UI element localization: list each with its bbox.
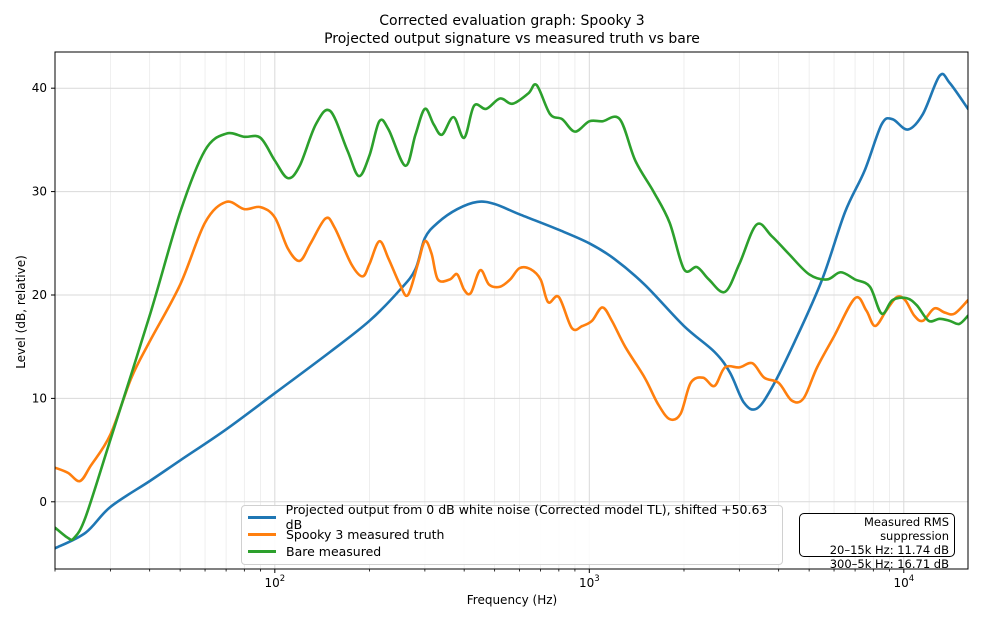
ticks: 102 103 104 0 10 20 30 40: [32, 81, 914, 590]
x-tick-label: 102: [264, 574, 285, 590]
y-tick-label: 40: [32, 81, 47, 95]
legend-label-measured-truth: Spooky 3 measured truth: [286, 526, 445, 542]
rms-annotation: Measured RMS suppression 20–15k Hz: 11.7…: [799, 513, 955, 571]
x-tick-label: 104: [893, 574, 914, 590]
y-tick-label: 0: [39, 495, 47, 509]
legend-label-bare: Bare measured: [286, 543, 382, 559]
legend-label-projected: Projected output from 0 dB white noise (…: [285, 502, 768, 532]
series-layer: [55, 72, 968, 550]
legend-swatch-bare: [248, 549, 276, 553]
rms-annotation-line-1: Measured RMS suppression: [863, 515, 949, 543]
chart-title: Corrected evaluation graph: Spooky 3: [379, 13, 645, 29]
plot-frame: [54, 51, 969, 570]
series-line-measured-truth: [55, 200, 968, 483]
legend-item-measured-truth: Spooky 3 measured truth: [248, 525, 444, 543]
x-tick-label: 103: [579, 574, 600, 590]
legend: Projected output from 0 dB white noise (…: [241, 502, 783, 565]
legend-item-projected: Projected output from 0 dB white noise (…: [248, 502, 782, 532]
y-tick-label: 20: [32, 288, 47, 302]
y-axis-label: Level (dB, relative): [14, 255, 28, 369]
y-tick-label: 10: [32, 391, 47, 405]
legend-swatch-measured-truth: [248, 532, 276, 536]
grid: [54, 52, 968, 569]
legend-item-bare: Bare measured: [248, 542, 381, 560]
legend-swatch-projected: [248, 515, 276, 519]
x-axis-label: Frequency (Hz): [466, 593, 558, 607]
chart-subtitle: Projected output signature vs measured t…: [324, 31, 700, 47]
y-tick-label: 30: [32, 185, 47, 199]
rms-annotation-line-2: 20–15k Hz: 11.74 dB: [829, 543, 949, 557]
series-line-bare: [55, 83, 968, 542]
rms-annotation-line-3: 300–5k Hz: 16.71 dB: [829, 557, 949, 571]
series-line-projected: [55, 72, 968, 550]
